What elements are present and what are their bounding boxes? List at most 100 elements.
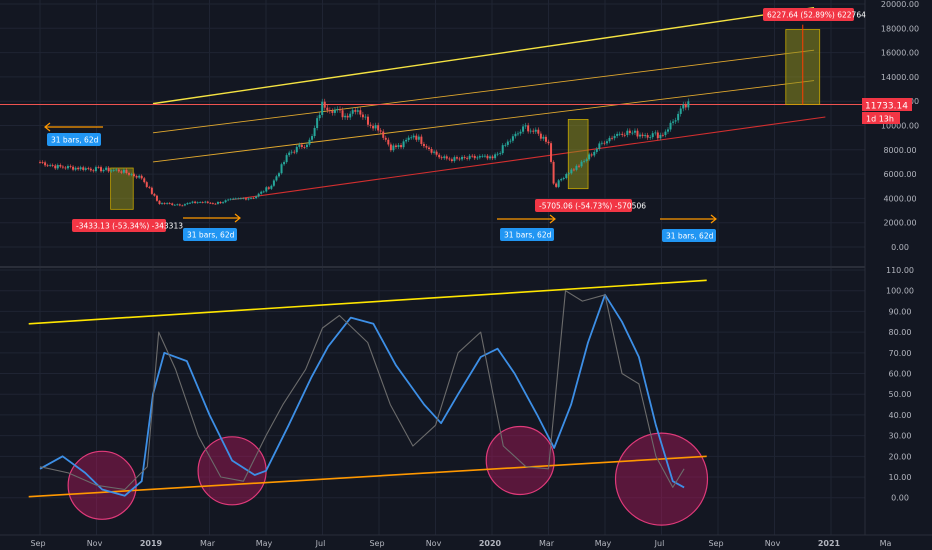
price-candle <box>435 151 438 155</box>
price-candle <box>674 120 677 122</box>
osc-tick-label: 90.00 <box>889 307 912 316</box>
price-candle <box>593 151 596 156</box>
price-candle <box>468 155 471 159</box>
bars-label-2020b-bg <box>662 229 716 242</box>
trendline-lower <box>28 455 707 498</box>
price-candle <box>107 167 110 172</box>
price-candle <box>481 155 484 157</box>
price-candle <box>41 161 44 163</box>
highlight-circle <box>67 450 137 520</box>
price-candle <box>453 157 456 162</box>
range-box-2020 <box>567 119 589 190</box>
price-candle <box>105 167 108 170</box>
price-candle <box>392 145 395 151</box>
price-candle <box>567 173 570 175</box>
price-candle <box>572 169 575 171</box>
price-candle <box>440 157 443 159</box>
price-candle <box>682 104 685 109</box>
price-candle <box>171 203 174 205</box>
price-candle <box>425 146 428 148</box>
price-candle <box>326 107 329 111</box>
price-candle <box>168 203 171 204</box>
price-pane[interactable] <box>0 6 865 224</box>
axis-background <box>865 0 932 535</box>
time-tick-label: Sep <box>30 539 45 548</box>
price-candle <box>489 156 492 159</box>
osc-tick-label: 0.00 <box>891 494 909 503</box>
price-candle <box>267 187 270 189</box>
range-box-2018 <box>110 167 134 210</box>
price-candle <box>272 180 275 186</box>
price-candle <box>420 136 423 144</box>
price-candle <box>285 155 288 163</box>
price-candle <box>486 155 489 159</box>
bars-label-left: 31 bars, 62d <box>47 133 101 146</box>
price-candle <box>649 137 652 138</box>
bars-label-left-bg <box>47 133 101 146</box>
price-candle <box>56 165 59 169</box>
price-candle <box>687 101 690 108</box>
price-candle <box>346 115 349 118</box>
price-candle <box>313 128 316 137</box>
price-candle <box>364 116 367 118</box>
oscillator-axis[interactable]: 110.00 100.00 90.00 80.00 70.00 60.00 50.00 40.… <box>886 266 914 503</box>
price-candle <box>430 149 433 153</box>
time-tick-label: Mar <box>539 539 555 548</box>
price-candle <box>659 134 662 139</box>
bars-label-2020-bg <box>500 228 554 241</box>
price-candle <box>229 198 232 200</box>
bars-label-2020b-text: 31 bars, 62d <box>666 232 714 241</box>
price-candle <box>641 134 644 137</box>
price-candle <box>618 133 621 135</box>
price-candle <box>369 124 372 126</box>
price-candle <box>125 169 128 174</box>
price-candle <box>49 165 52 166</box>
osc-series-raw <box>39 290 685 491</box>
oscillator-pane[interactable] <box>28 279 709 526</box>
price-candle <box>288 152 291 156</box>
time-axis[interactable]: Sep Nov 2019 Mar May Jul Sep Nov 2020 Mar May Jul Se… <box>0 534 932 550</box>
price-candle <box>354 110 357 112</box>
price-candle <box>66 166 69 169</box>
price-tick-label: 4000.00 <box>883 194 916 203</box>
price-candle <box>92 170 95 172</box>
price-candle <box>466 157 469 159</box>
price-candle <box>39 161 41 163</box>
price-candle <box>336 108 339 111</box>
price-candle <box>64 167 67 169</box>
channel-mid-line <box>152 49 815 134</box>
countdown-bg <box>862 112 900 124</box>
price-candle <box>628 130 631 134</box>
price-candle <box>211 203 214 204</box>
price-candle <box>476 157 479 159</box>
price-tick-label: 16000.00 <box>881 49 919 58</box>
price-candle <box>407 137 410 140</box>
price-candle <box>585 159 588 161</box>
price-candle <box>321 101 324 115</box>
price-candle <box>290 151 293 153</box>
price-candle <box>463 156 466 158</box>
price-candle <box>661 134 664 136</box>
price-candle <box>69 166 72 167</box>
price-candle <box>97 167 100 168</box>
price-candle <box>209 202 212 204</box>
price-axis[interactable]: 20000.0018000.0016000.0014000.0012000.00… <box>864 0 932 535</box>
osc-tick-label: 20.00 <box>889 452 912 461</box>
channel-low-line <box>232 116 826 201</box>
price-candle <box>61 166 64 168</box>
price-candle <box>161 203 164 204</box>
price-candle <box>305 144 308 148</box>
oscillator-lines <box>28 279 707 498</box>
price-candle <box>72 166 75 170</box>
price-candle <box>224 200 227 203</box>
price-candle <box>501 145 504 154</box>
bars-label-2020b: 31 bars, 62d <box>662 229 716 242</box>
price-candle <box>428 147 431 150</box>
arrow-left-head <box>44 122 51 132</box>
price-candle <box>239 198 242 200</box>
price-candle <box>529 130 532 132</box>
price-candle <box>216 201 219 204</box>
price-candle <box>257 193 260 197</box>
price-candle <box>397 145 400 148</box>
